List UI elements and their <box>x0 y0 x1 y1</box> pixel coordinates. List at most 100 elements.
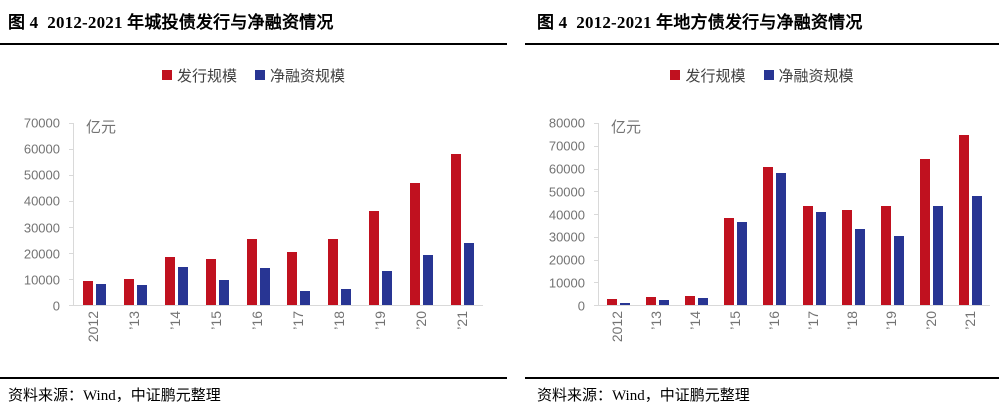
x-tick-label: ’15 <box>716 307 755 369</box>
issuance-bar <box>685 295 696 305</box>
issuance-bar <box>328 239 339 305</box>
y-tick-label: 0 <box>577 298 585 314</box>
y-tick-mark <box>594 282 599 284</box>
x-tick-label: ’20 <box>912 307 951 369</box>
x-tick-label-text: ’13 <box>125 311 142 330</box>
issuance-bar <box>410 182 421 305</box>
plot-area: 亿元 <box>69 119 483 306</box>
bar-group <box>755 123 794 305</box>
x-axis-labels: 2012 ’13 ’14 ’15 ’16 ’17 ’18 ’19 ’20 ’21 <box>73 307 483 369</box>
legend-item-issuance: 发行规模 <box>670 65 746 86</box>
y-tick-mark <box>594 236 599 238</box>
net-financing-bar <box>464 243 475 305</box>
y-tick-mark <box>594 145 599 147</box>
bar-group <box>360 123 401 305</box>
y-tick-mark <box>69 305 74 306</box>
y-tick-mark <box>69 227 74 228</box>
issuance-bar <box>958 134 969 305</box>
y-tick-mark <box>594 123 599 124</box>
source-divider-line <box>525 377 999 379</box>
net-financing-bar <box>382 270 393 305</box>
y-axis: 0 10000 20000 30000 40000 50000 60000 70000 8000… <box>525 117 598 313</box>
x-tick-label: 2012 <box>73 307 114 369</box>
x-tick-label-text: ’16 <box>248 311 265 330</box>
legend-label: 发行规模 <box>176 67 237 85</box>
y-tick-label: 20000 <box>23 246 60 262</box>
bar-group <box>238 123 279 305</box>
bar-group <box>794 123 833 305</box>
y-tick-label: 10000 <box>548 275 585 291</box>
x-tick-label: ’13 <box>114 307 155 369</box>
x-tick-label: ’18 <box>319 307 360 369</box>
bar-groups <box>599 123 990 305</box>
y-tick-label: 50000 <box>23 167 60 183</box>
x-tick-label-text: ’21 <box>453 311 470 330</box>
bar-group <box>716 123 755 305</box>
issuance-bar <box>763 167 774 305</box>
bar-group <box>156 123 197 305</box>
y-tick-mark <box>69 149 74 150</box>
net-financing-bar <box>659 299 670 305</box>
x-tick-label-text: ’18 <box>330 311 347 330</box>
net-financing-bar <box>932 205 943 305</box>
issuance-bar <box>607 299 618 305</box>
net-financing-bar <box>893 235 904 305</box>
x-tick-label: ’16 <box>755 307 794 369</box>
x-tick-label: ’19 <box>872 307 911 369</box>
y-tick-label: 40000 <box>23 193 60 209</box>
bar-group <box>599 123 638 305</box>
y-tick-label: 60000 <box>548 161 585 177</box>
issuance-bar <box>451 154 462 305</box>
x-tick-label: ’20 <box>401 307 442 369</box>
y-tick-label: 70000 <box>23 115 60 131</box>
source-note: 资料来源：Wind，中证鹏元整理 <box>537 388 750 404</box>
net-financing-bar <box>620 303 631 305</box>
bar-group <box>638 123 677 305</box>
x-tick-label-text: ’20 <box>412 311 429 330</box>
x-tick-label: ’15 <box>196 307 237 369</box>
y-tick-label: 70000 <box>548 138 585 154</box>
chart-legend: 发行规模 净融资规模 <box>0 64 507 86</box>
net-financing-bar <box>136 285 147 305</box>
issuance-bar <box>123 279 134 305</box>
net-financing-bar <box>737 221 748 305</box>
y-tick-label: 60000 <box>23 141 60 157</box>
x-tick-label-text: 2012 <box>608 311 625 343</box>
x-tick-label-text: ’19 <box>883 311 900 330</box>
x-tick-label-text: ’13 <box>648 311 665 330</box>
issuance-bar <box>802 205 813 305</box>
y-tick-label: 30000 <box>548 229 585 245</box>
bar-group <box>115 123 156 305</box>
x-tick-label: ’13 <box>637 307 676 369</box>
x-tick-label-text: ’20 <box>922 311 939 330</box>
legend-item-issuance: 发行规模 <box>161 65 237 86</box>
x-tick-label-text: ’14 <box>687 311 704 330</box>
y-tick-label: 30000 <box>23 220 60 236</box>
y-tick-label: 0 <box>52 298 60 314</box>
bar-groups <box>74 123 483 305</box>
y-tick-mark <box>69 123 74 124</box>
x-tick-label-text: ’16 <box>765 311 782 330</box>
x-tick-label: 2012 <box>598 307 637 369</box>
bar-group <box>677 123 716 305</box>
x-tick-label-text: ’15 <box>726 311 743 330</box>
net-financing-bar <box>218 279 229 305</box>
x-tick-label: ’14 <box>676 307 715 369</box>
plot-area: 亿元 <box>594 119 990 306</box>
net-financing-bar <box>971 195 982 305</box>
issuance-bar <box>287 252 298 305</box>
y-tick-mark <box>69 175 74 176</box>
figure-panel-urban-investment-bonds: 图 4 2012-2021 年城投债发行与净融资情况 发行规模 净融资规模 0 1… <box>0 13 507 404</box>
issuance-bar <box>646 297 657 305</box>
legend-item-net-financing: 净融资规模 <box>763 65 854 86</box>
bar-group <box>279 123 320 305</box>
x-tick-label: ’17 <box>794 307 833 369</box>
bar-group <box>951 123 990 305</box>
y-axis-unit-label: 亿元 <box>611 119 642 136</box>
y-tick-mark <box>69 253 74 255</box>
y-tick-mark <box>594 259 599 261</box>
bar-group <box>319 123 360 305</box>
chart-title: 图 4 2012-2021 年城投债发行与净融资情况 <box>8 13 334 32</box>
y-tick-mark <box>594 191 599 193</box>
y-tick-mark <box>69 279 74 281</box>
